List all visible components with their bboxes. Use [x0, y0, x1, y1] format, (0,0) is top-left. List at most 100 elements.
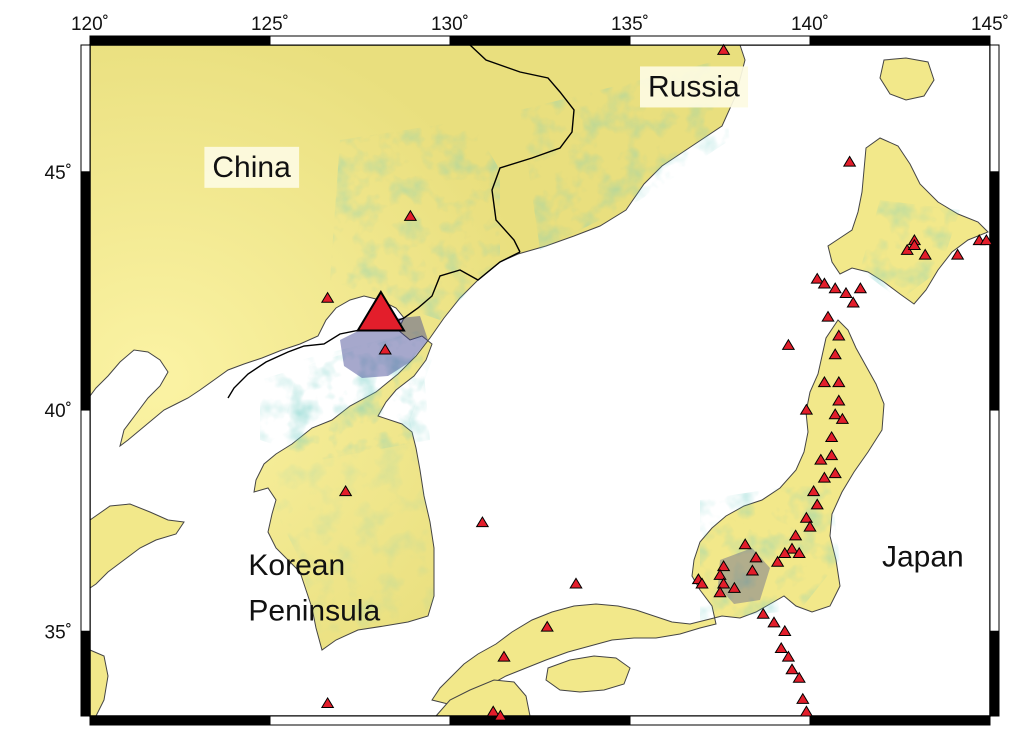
volcano-marker	[950, 248, 965, 260]
volcano-marker	[792, 546, 806, 558]
volcano-marker	[749, 551, 763, 563]
region-label-china: China	[212, 151, 291, 184]
volcano-marker	[320, 696, 335, 709]
frame-bar-left	[80, 409, 91, 632]
volcano-marker	[817, 277, 832, 289]
volcano-layer	[320, 43, 994, 721]
volcano-marker	[839, 286, 853, 298]
volcano-marker	[774, 641, 788, 654]
region-label-japan: Japan	[882, 540, 964, 573]
lon-tick-label: 125˚	[251, 14, 289, 35]
region-label-bg	[640, 66, 749, 108]
frame-bar-left	[80, 171, 91, 411]
region-label-russia: Russia	[648, 70, 740, 103]
volcano-marker	[799, 511, 814, 523]
frame-bar-right	[989, 409, 1000, 632]
map-frame	[89, 44, 991, 717]
volcano-marker	[738, 538, 752, 550]
volcano-marker	[817, 471, 832, 483]
volcano-marker	[828, 348, 842, 360]
volcano-marker	[828, 282, 842, 294]
volcano-marker	[403, 209, 418, 221]
volcano-marker	[814, 453, 828, 465]
frame-bar-bottom	[629, 715, 811, 726]
volcano-marker	[475, 516, 490, 528]
lon-tick-label: 140˚	[791, 14, 829, 35]
volcano-marker	[853, 282, 868, 294]
lat-tick-label: 45˚	[45, 163, 72, 184]
frame-bar-left	[80, 630, 91, 717]
volcano-marker	[799, 403, 814, 415]
volcano-marker	[824, 430, 839, 443]
volcano-marker	[846, 296, 860, 308]
volcano-marker	[320, 291, 335, 303]
frame-bar-top	[89, 35, 271, 46]
volcano-marker	[767, 616, 781, 628]
volcano-marker	[770, 555, 785, 567]
border-china-russia	[469, 44, 575, 253]
volcano-marker	[486, 705, 500, 717]
region-label-korea-2: Peninsula	[248, 595, 380, 628]
lat-tick-label: 35˚	[45, 622, 72, 643]
frame-bar-right	[989, 630, 1000, 717]
volcano-marker	[792, 671, 806, 683]
lon-tick-label: 145˚	[971, 14, 1009, 35]
volcano-marker	[918, 248, 932, 260]
region-label-korea-1: Korean	[248, 549, 345, 582]
volcano-marker	[824, 449, 839, 461]
volcano-marker	[806, 484, 821, 497]
frame-bar-right	[989, 171, 1000, 411]
volcano-marker	[778, 546, 792, 558]
region-label-bg	[204, 146, 300, 188]
volcano-marker	[842, 155, 857, 167]
volcano-marker	[788, 529, 803, 541]
volcano-marker	[727, 581, 742, 593]
volcano-marker	[832, 394, 846, 406]
frame-bar-top	[809, 35, 991, 46]
volcano-marker	[817, 375, 832, 388]
volcano-marker	[695, 577, 709, 589]
lat-tick-label: 40˚	[45, 401, 72, 422]
volcano-marker	[781, 338, 796, 350]
frame-bar-top	[449, 35, 631, 46]
lon-tick-label: 120˚	[71, 14, 109, 35]
volcano-marker	[716, 560, 731, 572]
volcano-marker	[716, 43, 731, 55]
volcano-marker	[803, 520, 817, 532]
frame-bar-bottom	[269, 715, 451, 726]
lon-tick-label: 130˚	[431, 14, 469, 35]
frame-bars	[80, 35, 1000, 726]
volcano-marker	[493, 709, 508, 721]
frame-bar-top	[629, 35, 811, 46]
main-volcano-marker	[356, 290, 406, 332]
volcano-marker	[540, 620, 554, 632]
volcano-marker	[338, 484, 353, 497]
volcano-marker	[778, 624, 792, 636]
region-labels: China Russia Korean Peninsula Japan	[204, 66, 964, 628]
frame-bar-top	[269, 35, 451, 46]
volcano-marker	[832, 329, 846, 341]
frame-bar-bottom	[809, 715, 991, 726]
volcano-marker	[796, 692, 810, 704]
frame-bar-bottom	[89, 715, 271, 726]
volcano-marker	[979, 234, 994, 246]
land-shandong	[89, 503, 185, 589]
land-kyushu	[434, 679, 531, 717]
volcano-marker	[810, 272, 824, 284]
frame-bar-left	[80, 44, 91, 173]
volcano-marker	[832, 375, 846, 388]
volcano-marker	[781, 650, 796, 662]
volcano-marker	[835, 412, 850, 424]
volcano-marker	[828, 408, 842, 420]
volcano-marker	[745, 564, 760, 576]
frame-bar-right	[989, 44, 1000, 173]
volcano-marker	[713, 586, 727, 598]
volcano-marker	[799, 705, 814, 717]
volcano-marker	[907, 238, 922, 250]
volcano-marker	[716, 577, 731, 589]
frame-bar-bottom	[449, 715, 631, 726]
volcano-marker	[785, 542, 799, 554]
volcano-marker	[785, 663, 799, 675]
volcano-marker	[378, 343, 392, 355]
